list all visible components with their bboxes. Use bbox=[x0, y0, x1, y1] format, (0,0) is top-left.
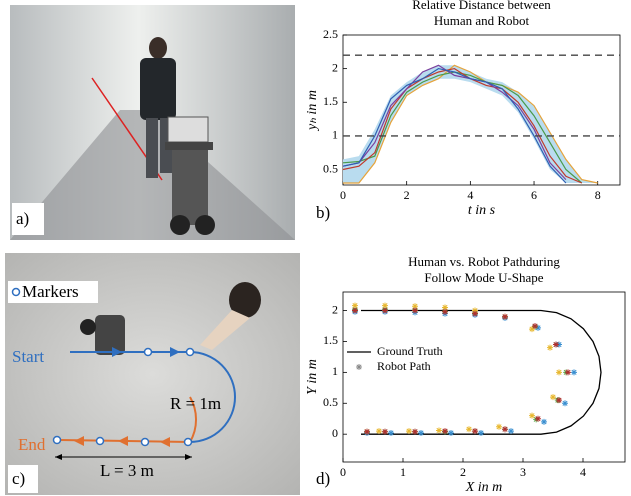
robot-path-point bbox=[466, 426, 472, 432]
chart-title: Relative Distance between bbox=[412, 0, 551, 12]
wheel bbox=[170, 215, 190, 235]
robot-path-point bbox=[442, 309, 448, 315]
photo-c: Markers Start End R = 1m L = 3 m c) bbox=[5, 253, 300, 495]
robot-path-point bbox=[565, 369, 571, 375]
chart-title: Follow Mode U-Shape bbox=[424, 270, 543, 285]
y-tick-label: 1.5 bbox=[323, 333, 338, 347]
laptop bbox=[168, 117, 208, 142]
robot-path-point bbox=[553, 342, 559, 348]
robot-path-point bbox=[472, 428, 478, 434]
y-tick-label: 1 bbox=[332, 364, 338, 378]
marker bbox=[142, 439, 149, 446]
robot-path-point bbox=[382, 429, 388, 435]
robot-path-point bbox=[550, 394, 556, 400]
robot-path-point bbox=[412, 308, 418, 314]
robot-path-point bbox=[496, 424, 502, 430]
robot-path-point bbox=[529, 413, 535, 419]
robot bbox=[172, 150, 208, 225]
x-tick-label: 3 bbox=[520, 465, 526, 479]
y-tick-label: 1.5 bbox=[323, 94, 338, 108]
y-tick-label: 2 bbox=[332, 60, 338, 74]
x-tick-label: 6 bbox=[531, 188, 537, 202]
y-tick-label: 2.5 bbox=[323, 27, 338, 41]
y-axis-label: yₕ in m bbox=[305, 90, 320, 132]
robot-path-point bbox=[556, 369, 562, 375]
robot-path-point bbox=[376, 428, 382, 434]
legend-text: Markers bbox=[22, 282, 79, 301]
robot-path-point bbox=[547, 345, 553, 351]
robot-path-point bbox=[388, 430, 394, 436]
robot-path-point bbox=[478, 430, 484, 436]
chart-title: Human and Robot bbox=[434, 13, 530, 28]
robot-path-point bbox=[571, 369, 577, 375]
torso bbox=[140, 58, 176, 120]
robot-path-point bbox=[442, 428, 448, 434]
wheel bbox=[195, 215, 215, 235]
leg bbox=[146, 118, 158, 178]
head bbox=[149, 37, 167, 59]
robot-path-point bbox=[508, 428, 514, 434]
legend-text: Ground Truth bbox=[377, 344, 443, 358]
marker bbox=[185, 439, 192, 446]
length-label: L = 3 m bbox=[100, 461, 154, 480]
marker bbox=[187, 349, 194, 356]
plot-frame bbox=[343, 292, 625, 462]
y-tick-label: 1 bbox=[332, 128, 338, 142]
robot-path-point bbox=[472, 311, 478, 317]
x-tick-label: 2 bbox=[460, 465, 466, 479]
x-tick-label: 8 bbox=[595, 188, 601, 202]
robot bbox=[95, 315, 125, 355]
chart-title: Human vs. Robot Pathduring bbox=[408, 254, 560, 269]
x-axis-label: t in s bbox=[468, 203, 496, 218]
panel-label: b) bbox=[316, 203, 330, 222]
x-tick-label: 2 bbox=[404, 188, 410, 202]
photo-a: a) bbox=[10, 5, 295, 240]
robot-path-point bbox=[556, 397, 562, 403]
panel-label: a) bbox=[16, 209, 29, 228]
start-label: Start bbox=[12, 347, 44, 366]
robot-path-point bbox=[412, 429, 418, 435]
cart-top bbox=[165, 142, 213, 150]
y-tick-label: 0.5 bbox=[323, 161, 338, 175]
robot-path-point bbox=[364, 429, 370, 435]
marker bbox=[97, 438, 104, 445]
robot-path-point bbox=[502, 314, 508, 320]
legend-marker bbox=[356, 364, 362, 370]
robot-path-point bbox=[502, 426, 508, 432]
robot-path-point bbox=[382, 308, 388, 314]
robot-path-point bbox=[541, 419, 547, 425]
end-label: End bbox=[18, 435, 46, 454]
robot-part bbox=[80, 319, 96, 335]
marker bbox=[145, 349, 152, 356]
y-tick-label: 2 bbox=[332, 302, 338, 316]
x-tick-label: 1 bbox=[400, 465, 406, 479]
y-tick-label: 0 bbox=[332, 426, 338, 440]
robot-path-point bbox=[535, 416, 541, 422]
page: a) b) Markers Start End R = 1m L = 3 m bbox=[0, 0, 631, 496]
robot-path-point bbox=[406, 428, 412, 434]
panel-label: d) bbox=[316, 469, 330, 488]
robot-path-point bbox=[436, 427, 442, 433]
x-tick-label: 0 bbox=[340, 188, 346, 202]
x-tick-label: 0 bbox=[340, 465, 346, 479]
x-axis-label: X in m bbox=[465, 480, 503, 495]
legend-text: Robot Path bbox=[377, 359, 431, 373]
marker-icon bbox=[13, 289, 20, 296]
radius-label: R = 1m bbox=[170, 394, 221, 413]
marker bbox=[54, 437, 61, 444]
y-tick-label: 0.5 bbox=[323, 395, 338, 409]
robot-path-point bbox=[448, 430, 454, 436]
robot-path-point bbox=[418, 430, 424, 436]
robot-path-point bbox=[352, 308, 358, 314]
y-axis-label: Y in m bbox=[305, 359, 320, 395]
x-tick-label: 4 bbox=[467, 188, 473, 202]
figure: a) b) Markers Start End R = 1m L = 3 m bbox=[0, 0, 631, 496]
robot-path-point bbox=[562, 400, 568, 406]
x-tick-label: 4 bbox=[580, 465, 586, 479]
panel-label: c) bbox=[12, 469, 25, 488]
robot-path-point bbox=[532, 323, 538, 329]
